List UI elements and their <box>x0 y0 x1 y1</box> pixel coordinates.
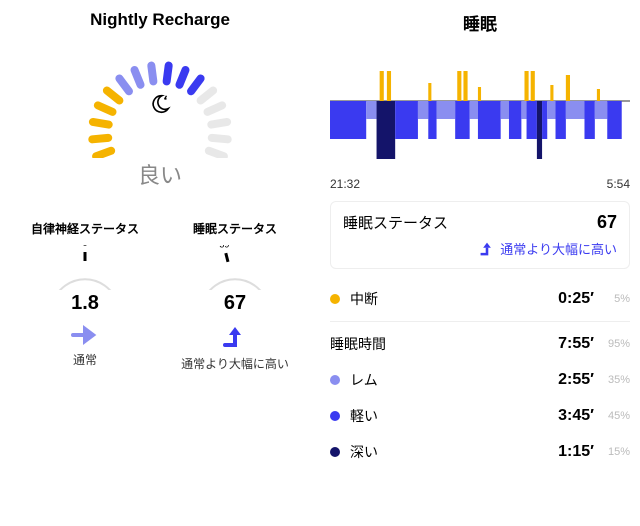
stage-pct: 5% <box>602 293 630 305</box>
ans-status-card: 自律神経ステータス 0 1.8 通常 <box>10 220 160 372</box>
stage-dot <box>330 447 340 457</box>
stage-pct: 45% <box>602 410 630 422</box>
stage-label: 軽い <box>350 406 534 426</box>
sleep-status-title: 睡眠ステータス <box>160 220 310 237</box>
stage-label: 中断 <box>350 289 534 309</box>
stage-time: 2:55′ <box>534 371 594 389</box>
sleep-stages-list: 中断0:25′ 5% 睡眠時間7:55′ 95% レム2:55′ 35% 軽い3:45′ 45… <box>330 281 630 470</box>
stage-dot <box>330 411 340 421</box>
stage-row: 軽い3:45′ 45% <box>330 398 630 434</box>
trend-up-icon <box>478 241 496 257</box>
stage-label: 深い <box>350 442 534 462</box>
recharge-status-text: 良い <box>10 158 310 190</box>
stage-row: レム2:55′ 35% <box>330 362 630 398</box>
arrow-up-right-icon <box>160 325 310 349</box>
ans-value: 1.8 <box>10 292 160 315</box>
recharge-gauge <box>75 38 245 158</box>
stage-time: 0:25′ <box>534 290 594 308</box>
stage-row: 睡眠時間7:55′ 95% <box>330 326 630 362</box>
sleep-start-time: 21:32 <box>330 177 360 191</box>
status-box-trend: 通常より大幅に高い <box>500 239 617 258</box>
sleep-title: 睡眠 <box>330 10 630 35</box>
sleep-panel: 睡眠 21:32 5:54 睡眠ステータス 67 通常より大幅に高い 中断0:2… <box>320 0 640 526</box>
ans-trend-label: 通常 <box>10 351 160 368</box>
stage-pct: 35% <box>602 374 630 386</box>
stage-pct: 95% <box>602 338 630 350</box>
svg-text:59: 59 <box>219 245 229 249</box>
sleep-status-value: 67 <box>160 292 310 315</box>
stage-dot <box>330 375 340 385</box>
sleep-end-time: 5:54 <box>607 177 630 191</box>
sleep-status-box: 睡眠ステータス 67 通常より大幅に高い <box>330 201 630 269</box>
stage-label: 睡眠時間 <box>330 334 534 354</box>
svg-text:0: 0 <box>82 245 87 248</box>
sleep-stages-chart <box>330 43 630 173</box>
ans-title: 自律神経ステータス <box>10 220 160 237</box>
stage-row: 中断0:25′ 5% <box>330 281 630 317</box>
stage-time: 7:55′ <box>534 335 594 353</box>
stage-pct: 15% <box>602 446 630 458</box>
stage-time: 1:15′ <box>534 443 594 461</box>
stage-time: 3:45′ <box>534 407 594 425</box>
stage-dot <box>330 294 340 304</box>
stage-row: 深い1:15′ 15% <box>330 434 630 470</box>
sleep-status-card: 睡眠ステータス 59 67 通常より大幅に高い <box>160 220 310 372</box>
status-box-value: 67 <box>597 212 617 233</box>
sleep-trend-label: 通常より大幅に高い <box>160 355 310 372</box>
nightly-recharge-title: Nightly Recharge <box>10 10 310 30</box>
moon-recharge-icon <box>149 93 171 121</box>
nightly-recharge-panel: Nightly Recharge 良い 自律神経ステータス 0 1.8 通常 睡… <box>0 0 320 526</box>
arrow-right-icon <box>10 325 160 345</box>
stage-label: レム <box>350 370 534 390</box>
status-box-label: 睡眠ステータス <box>343 212 448 233</box>
